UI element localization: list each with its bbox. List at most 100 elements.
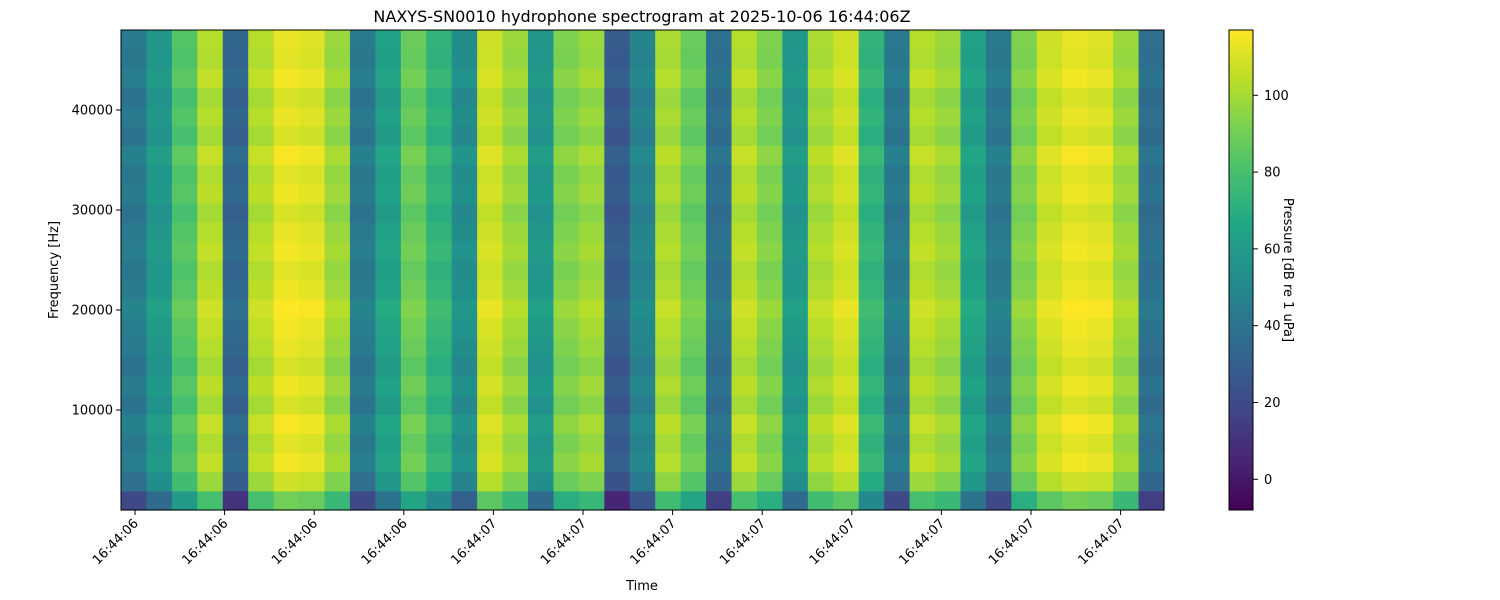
heatmap-cell: [858, 394, 885, 415]
heatmap-cell: [324, 414, 351, 434]
heatmap-cell: [451, 375, 478, 396]
heatmap-cell: [171, 68, 198, 89]
heatmap-cell: [477, 106, 504, 127]
heatmap-cell: [426, 164, 453, 185]
heatmap-cell: [655, 241, 682, 261]
heatmap-cell: [884, 337, 911, 357]
heatmap-cell: [655, 30, 682, 50]
heatmap-cell: [324, 433, 351, 453]
heatmap-cell: [528, 394, 555, 415]
heatmap-cell: [909, 183, 936, 204]
heatmap-cell: [1113, 68, 1140, 89]
heatmap-cell: [782, 260, 809, 281]
heatmap-cell: [273, 260, 300, 281]
heatmap-cell: [375, 471, 402, 492]
heatmap-cell: [553, 414, 580, 434]
heatmap-cell: [477, 87, 504, 108]
heatmap-cell: [400, 126, 427, 146]
heatmap-cell: [985, 30, 1012, 50]
heatmap-cell: [782, 298, 809, 319]
heatmap-cell: [222, 337, 249, 357]
heatmap-cell: [756, 202, 784, 223]
heatmap-cell: [1138, 126, 1165, 146]
heatmap-cell: [935, 49, 962, 69]
heatmap-cell: [731, 164, 758, 185]
heatmap-cell: [171, 260, 198, 281]
heatmap-cell: [400, 375, 427, 396]
heatmap-cell: [477, 30, 504, 50]
heatmap-cell: [248, 202, 275, 223]
heatmap-cell: [807, 241, 834, 261]
heatmap-cell: [706, 375, 733, 396]
heatmap-cell: [349, 452, 376, 473]
heatmap-cell: [1113, 222, 1140, 242]
heatmap-cell: [858, 68, 885, 89]
heatmap-cell: [121, 68, 148, 89]
heatmap-cell: [222, 490, 249, 511]
heatmap-cell: [985, 298, 1012, 319]
heatmap-cell: [629, 375, 656, 396]
heatmap-cell: [426, 375, 453, 396]
heatmap-cell: [604, 279, 631, 300]
heatmap-cell: [528, 433, 555, 453]
heatmap-cell: [629, 471, 656, 492]
heatmap-cell: [299, 298, 326, 319]
heatmap-cell: [273, 471, 300, 492]
heatmap-cell: [400, 87, 427, 108]
heatmap-cell: [222, 68, 249, 89]
heatmap-cell: [197, 452, 224, 473]
heatmap-cell: [426, 356, 453, 377]
heatmap-cell: [451, 164, 478, 185]
heatmap-cell: [553, 394, 580, 415]
heatmap-cell: [1138, 145, 1165, 165]
heatmap-cell: [960, 375, 987, 396]
heatmap-cell: [248, 375, 275, 396]
heatmap-cell: [731, 394, 758, 415]
heatmap-cell: [680, 126, 707, 146]
heatmap-cell: [985, 452, 1012, 473]
heatmap-cell: [400, 356, 427, 377]
heatmap-cell: [197, 241, 224, 261]
heatmap-cell: [629, 337, 656, 357]
heatmap-cell: [706, 126, 733, 146]
heatmap-cell: [578, 318, 605, 338]
heatmap-cell: [1036, 106, 1063, 127]
heatmap-cell: [909, 414, 936, 434]
heatmap-cell: [1036, 30, 1063, 50]
heatmap-cell: [629, 49, 656, 69]
heatmap-cell: [909, 106, 936, 127]
heatmap-cell: [426, 183, 453, 204]
heatmap-cell: [782, 279, 809, 300]
heatmap-cell: [807, 490, 834, 511]
heatmap-cell: [324, 30, 351, 50]
heatmap-cell: [477, 202, 504, 223]
heatmap-cell: [935, 164, 962, 185]
heatmap-cell: [756, 490, 784, 511]
heatmap-cell: [248, 452, 275, 473]
heatmap-cell: [502, 164, 529, 185]
heatmap-cell: [1087, 414, 1114, 434]
heatmap-cell: [935, 394, 962, 415]
heatmap-cell: [248, 30, 275, 50]
colorbar-tick-label: 80: [1264, 166, 1281, 181]
heatmap-cell: [1062, 241, 1089, 261]
heatmap-cell: [1087, 318, 1114, 338]
heatmap-cell: [222, 433, 249, 453]
heatmap-cell: [502, 433, 529, 453]
heatmap-cell: [1138, 68, 1165, 89]
heatmap-cell: [299, 433, 326, 453]
heatmap-cell: [375, 414, 402, 434]
heatmap-cell: [146, 30, 173, 50]
heatmap-cell: [324, 375, 351, 396]
heatmap-cell: [960, 222, 987, 242]
heatmap-cell: [553, 433, 580, 453]
heatmap-cell: [1138, 87, 1165, 108]
heatmap-cell: [477, 356, 504, 377]
heatmap-cell: [1011, 49, 1038, 69]
heatmap-cell: [502, 337, 529, 357]
heatmap-cell: [935, 87, 962, 108]
heatmap-cell: [400, 164, 427, 185]
heatmap-cell: [197, 49, 224, 69]
heatmap-cell: [426, 202, 453, 223]
heatmap-cell: [935, 241, 962, 261]
